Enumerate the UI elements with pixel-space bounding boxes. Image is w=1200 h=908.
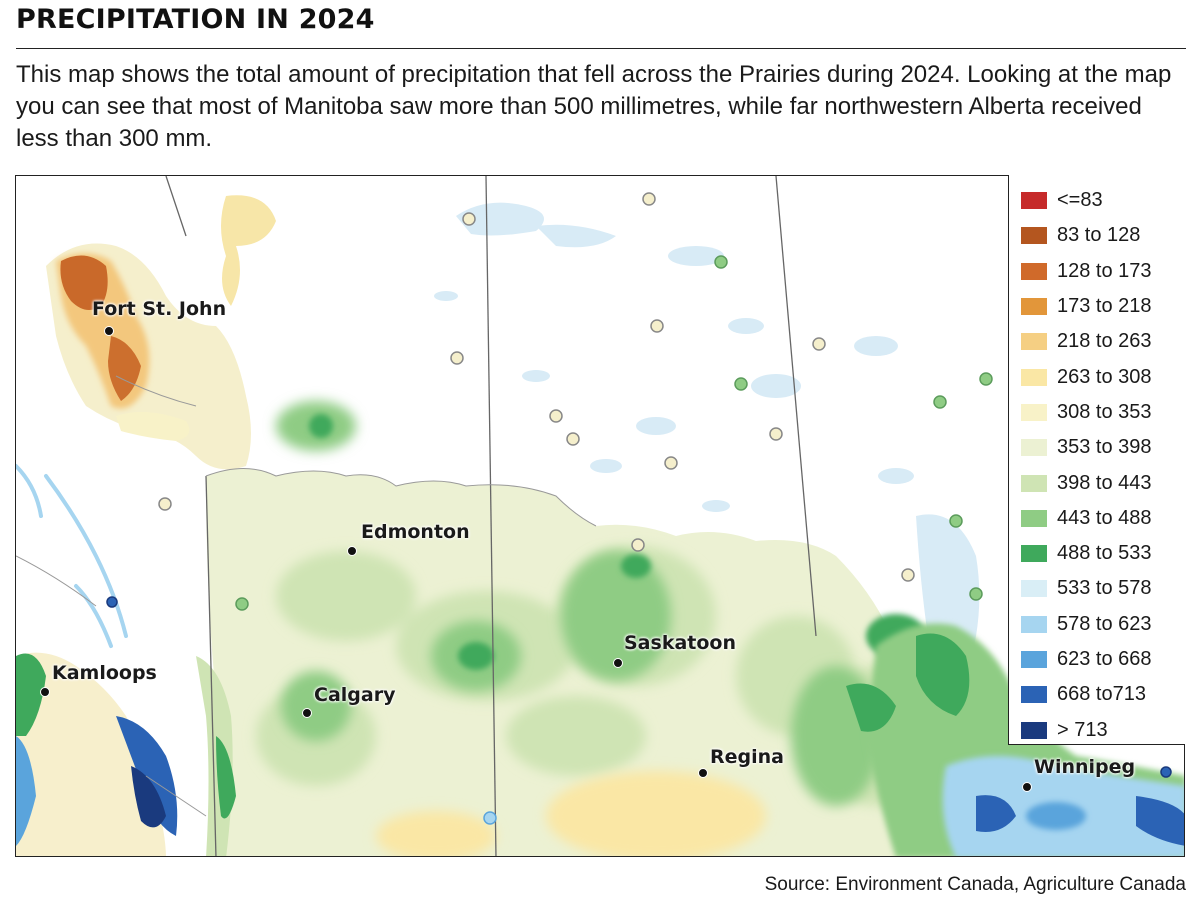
legend-swatch (1021, 580, 1047, 598)
legend-label: 533 to 578 (1057, 577, 1152, 600)
legend-item: 263 to 308 (1009, 359, 1185, 394)
city-label-saskatoon: Saskatoon (624, 632, 736, 654)
prairie-region (206, 401, 956, 856)
legend-swatch (1021, 439, 1047, 457)
legend-item: 173 to 218 (1009, 289, 1185, 324)
stations (106, 192, 1172, 825)
precipitation-map (15, 175, 1185, 857)
map-canvas (16, 176, 1184, 856)
legend-label: 263 to 308 (1057, 365, 1152, 388)
legend-swatch (1021, 262, 1047, 280)
city-label-regina: Regina (710, 746, 784, 768)
legend-item: 218 to 263 (1009, 324, 1185, 359)
city-dot-winnipeg (1022, 782, 1032, 792)
legend-item: 488 to 533 (1009, 536, 1185, 571)
legend-item: 308 to 353 (1009, 395, 1185, 430)
legend-item: 83 to 128 (1009, 218, 1185, 253)
source-credit: Source: Environment Canada, Agriculture … (764, 874, 1186, 895)
city-dot-saskatoon (613, 658, 623, 668)
legend-label: > 713 (1057, 718, 1108, 741)
legend-item: 443 to 488 (1009, 501, 1185, 536)
legend-swatch (1021, 545, 1047, 563)
city-label-kamloops: Kamloops (52, 662, 157, 684)
legend-item: 353 to 398 (1009, 430, 1185, 465)
legend: <=83 83 to 128 128 to 173 173 to 218 218 to … (1008, 175, 1185, 745)
city-dot-kamloops (40, 687, 50, 697)
legend-swatch (1021, 474, 1047, 492)
legend-item: 398 to 443 (1009, 465, 1185, 500)
legend-swatch (1021, 651, 1047, 668)
city-dot-edmonton (347, 546, 357, 556)
legend-label: 353 to 398 (1057, 436, 1152, 459)
legend-label: <=83 (1057, 189, 1103, 212)
city-dot-fort-st-john (104, 326, 114, 336)
legend-label: 578 to 623 (1057, 612, 1152, 635)
legend-swatch (1021, 509, 1047, 527)
borders (165, 176, 817, 856)
peace-region (46, 195, 276, 470)
legend-item: 533 to 578 (1009, 571, 1185, 606)
legend-label: 623 to 668 (1057, 648, 1152, 670)
title-divider (16, 48, 1186, 49)
legend-label: 488 to 533 (1057, 542, 1152, 565)
legend-swatch (1021, 298, 1047, 316)
legend-label: 128 to 173 (1057, 259, 1152, 282)
bc-lakes (16, 464, 128, 648)
legend-swatch (1021, 686, 1047, 704)
legend-swatch (1021, 192, 1047, 210)
city-dot-regina (698, 768, 708, 778)
legend-label: 398 to 443 (1057, 471, 1152, 494)
map-title: PRECIPITATION IN 2024 (16, 4, 375, 35)
city-label-winnipeg: Winnipeg (1034, 756, 1136, 778)
legend-item: 623 to 668 (1009, 642, 1185, 677)
legend-swatch (1021, 721, 1047, 739)
city-dot-calgary (302, 708, 312, 718)
legend-label: 173 to 218 (1057, 295, 1152, 318)
legend-label: 218 to 263 (1057, 330, 1152, 353)
legend-label: 443 to 488 (1057, 506, 1152, 529)
legend-item: 578 to 623 (1009, 607, 1185, 642)
city-label-edmonton: Edmonton (361, 521, 470, 543)
legend-swatch (1021, 403, 1047, 421)
map-description: This map shows the total amount of preci… (16, 61, 1172, 152)
legend-label: 308 to 353 (1057, 400, 1152, 423)
legend-swatch (1021, 615, 1047, 633)
subregion-borders (16, 375, 597, 817)
legend-swatch (1021, 227, 1047, 245)
legend-item: 668 to713 (1009, 677, 1185, 712)
legend-label: 668 to713 (1057, 683, 1146, 706)
city-label-calgary: Calgary (314, 684, 396, 706)
bc-southern-region (16, 652, 236, 856)
legend-label: 83 to 128 (1057, 224, 1141, 247)
legend-swatch (1021, 333, 1047, 351)
legend-item: 128 to 173 (1009, 254, 1185, 289)
legend-item: > 713 (1009, 712, 1185, 747)
city-label-fort-st-john: Fort St. John (92, 298, 227, 320)
legend-swatch (1021, 368, 1047, 386)
legend-item: <=83 (1009, 183, 1185, 218)
